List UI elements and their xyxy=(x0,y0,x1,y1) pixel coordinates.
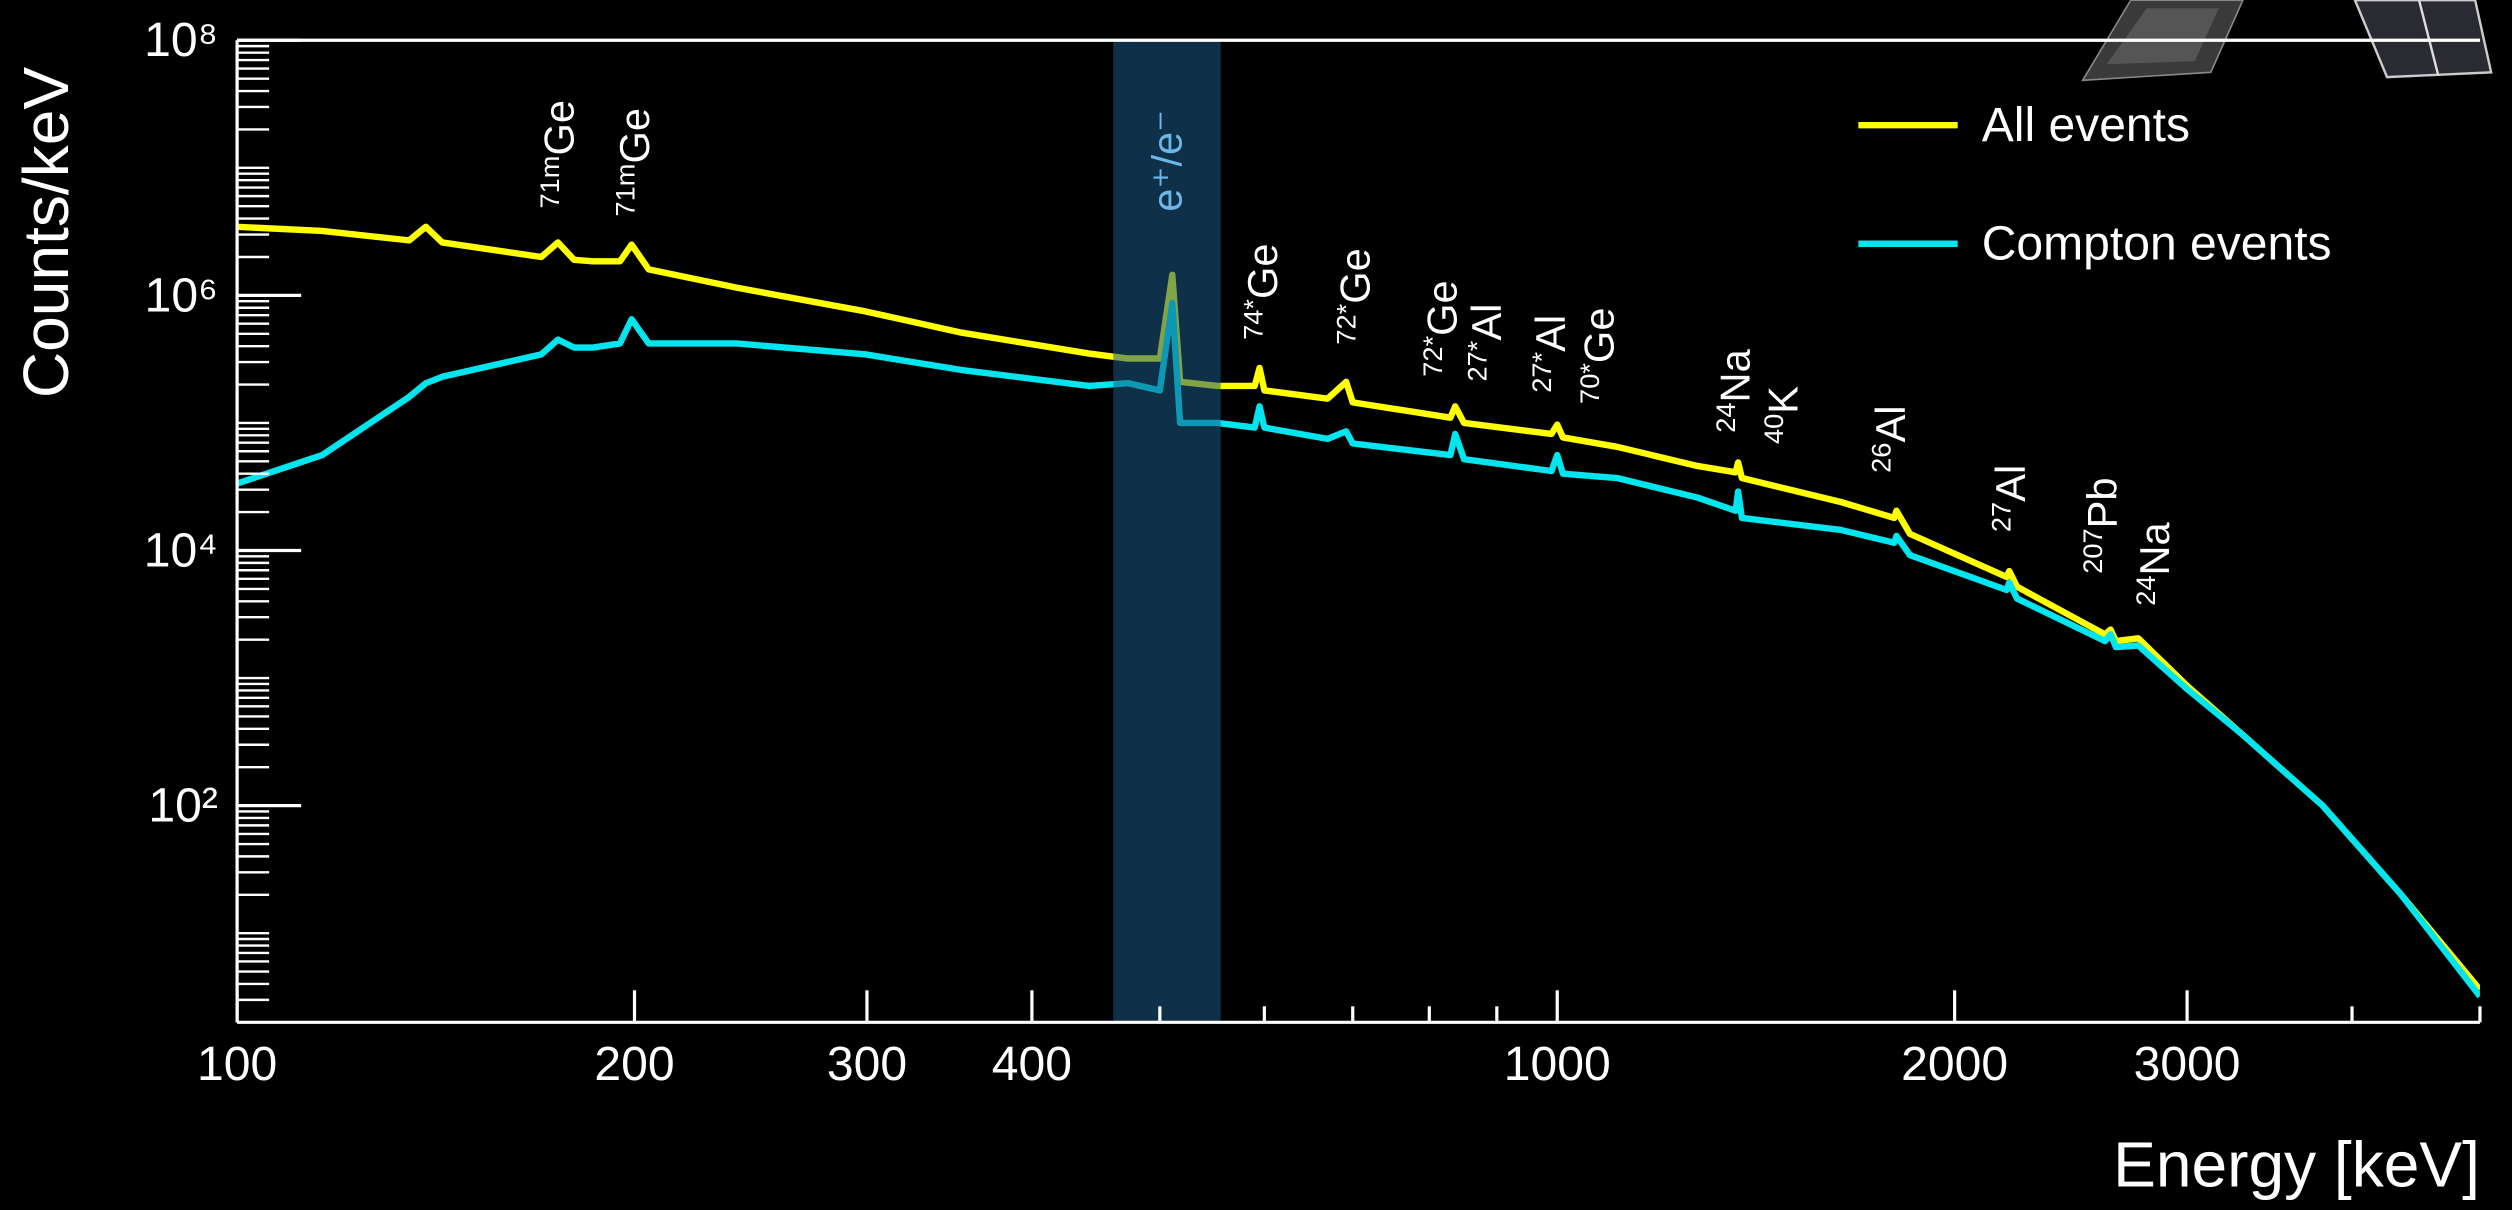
y-tick-label: 10⁶ xyxy=(145,268,218,322)
isotope-mass: 74* xyxy=(1237,299,1268,340)
isotope-element: Ge xyxy=(1332,248,1379,304)
isotope-element: Al xyxy=(1987,465,2034,502)
isotope-label: 70*Ge xyxy=(1574,308,1622,404)
isotope-element: Ge xyxy=(1575,308,1622,364)
y-tick-label: 10⁸ xyxy=(144,13,218,67)
isotope-element: Ge xyxy=(611,108,658,164)
isotope-label: 40K xyxy=(1758,386,1806,444)
isotope-element: Pb xyxy=(2078,477,2125,528)
isotope-mass: 27* xyxy=(1462,340,1493,381)
isotope-element: Al xyxy=(1527,315,1574,352)
isotope-element: Ge xyxy=(1239,243,1286,299)
isotope-mass: 26 xyxy=(1865,443,1896,473)
isotope-mass: 71m xyxy=(534,156,565,209)
x-axis-title: Energy [keV] xyxy=(2113,1129,2480,1201)
isotope-element: Al xyxy=(1463,304,1510,341)
x-tick-label: 400 xyxy=(992,1037,1072,1091)
isotope-mass: 70* xyxy=(1574,363,1605,404)
isotope-label: 26Al xyxy=(1865,406,1913,473)
x-tick-label: 3000 xyxy=(2134,1037,2241,1091)
isotope-element: Ge xyxy=(536,100,583,156)
isotope-mass: 27* xyxy=(1526,351,1557,392)
legend-label: Compton events xyxy=(1982,217,2332,271)
series-line xyxy=(237,223,2480,992)
isotope-label: 72*Ge xyxy=(1417,280,1465,376)
annihilation-band xyxy=(1113,40,1221,1023)
y-axis-title: Counts/keV xyxy=(10,67,82,399)
isotope-mass: 207 xyxy=(2077,528,2108,573)
x-tick-label: 300 xyxy=(827,1037,907,1091)
isotope-mass: 72* xyxy=(1330,303,1361,344)
isotope-mass: 27 xyxy=(1986,502,2017,532)
isotope-mass: 72* xyxy=(1417,335,1448,376)
isotope-element: Na xyxy=(2131,521,2178,575)
isotope-label: 72*Ge xyxy=(1330,248,1378,344)
x-tick-label: 200 xyxy=(594,1037,674,1091)
satellite-panel xyxy=(2106,8,2219,65)
isotope-element: Al xyxy=(1867,406,1914,443)
solar-panel-edge xyxy=(2417,0,2440,76)
isotope-label: 74*Ge xyxy=(1237,243,1285,339)
isotope-label: 71mGe xyxy=(534,100,582,209)
solar-panel xyxy=(2353,0,2493,79)
x-tick-label: 100 xyxy=(197,1037,277,1091)
x-tick-label: 1000 xyxy=(1504,1037,1611,1091)
y-tick-label: 10² xyxy=(148,779,217,833)
isotope-mass: 71m xyxy=(609,164,640,217)
isotope-label: 27*Al xyxy=(1462,304,1510,382)
y-tick-label: 10⁴ xyxy=(144,523,218,577)
isotope-label: 24Na xyxy=(2130,521,2178,605)
legend-label: All events xyxy=(1982,98,2190,152)
isotope-label: 27*Al xyxy=(1526,315,1574,393)
x-tick-label: 2000 xyxy=(1901,1037,2008,1091)
isotope-mass: 40 xyxy=(1758,414,1789,444)
isotope-mass: 24 xyxy=(2130,576,2161,606)
isotope-label: 207Pb xyxy=(2077,477,2125,573)
isotope-label: 27Al xyxy=(1986,465,2034,532)
isotope-element: Na xyxy=(1711,348,1758,402)
series-line xyxy=(237,299,2480,999)
isotope-element: Ge xyxy=(1418,280,1465,336)
isotope-label: 71mGe xyxy=(609,108,657,217)
isotope-element: K xyxy=(1759,386,1806,414)
band-label: e⁺/e⁻ xyxy=(1143,110,1190,212)
isotope-mass: 24 xyxy=(1710,402,1741,432)
isotope-label: 24Na xyxy=(1710,348,1758,432)
